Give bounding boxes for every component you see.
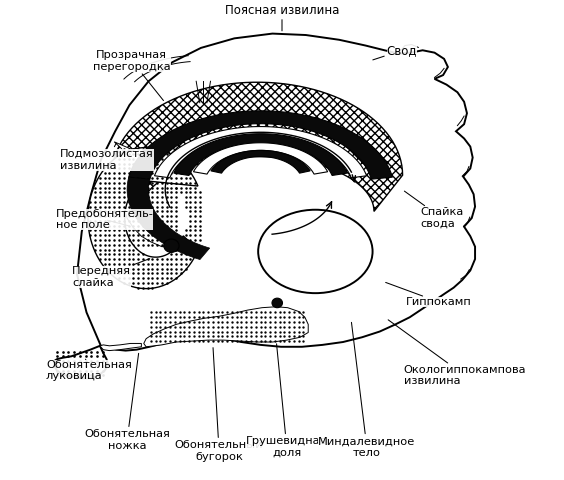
Polygon shape (127, 177, 210, 260)
Polygon shape (193, 143, 328, 174)
Text: Грушевидная
доля: Грушевидная доля (246, 344, 328, 458)
Text: Спайка
свода: Спайка свода (404, 191, 464, 229)
Text: Обонятельная
ножка: Обонятельная ножка (84, 353, 170, 451)
Text: Обонятельная
луковица: Обонятельная луковица (46, 359, 132, 382)
Text: Предобонятель-
ное поле: Предобонятель- ное поле (56, 209, 153, 230)
Text: Поясная извилина: Поясная извилина (225, 4, 339, 31)
Text: Окологиппокампова
извилина: Окологиппокампова извилина (388, 320, 526, 386)
Polygon shape (174, 134, 347, 176)
Text: Передняя
слайка: Передняя слайка (72, 259, 149, 288)
Ellipse shape (272, 298, 283, 308)
Text: Прозрачная
перегородка: Прозрачная перегородка (93, 50, 171, 100)
Polygon shape (129, 111, 393, 179)
Polygon shape (77, 34, 475, 350)
Text: Обонятельный
бугорок: Обонятельный бугорок (175, 348, 263, 462)
Text: Гиппокамп: Гиппокамп (386, 282, 472, 307)
Text: Свод: Свод (373, 44, 417, 60)
Polygon shape (88, 147, 198, 288)
Polygon shape (54, 346, 108, 378)
Polygon shape (211, 150, 310, 173)
Polygon shape (114, 142, 176, 247)
Ellipse shape (258, 210, 373, 293)
Ellipse shape (164, 239, 179, 252)
Polygon shape (100, 344, 142, 350)
Text: Подмозолистая
извилина: Подмозолистая извилина (60, 144, 154, 171)
Polygon shape (112, 82, 403, 211)
Polygon shape (144, 307, 308, 347)
Polygon shape (155, 127, 367, 178)
Text: Миндалевидное
тело: Миндалевидное тело (318, 323, 416, 458)
